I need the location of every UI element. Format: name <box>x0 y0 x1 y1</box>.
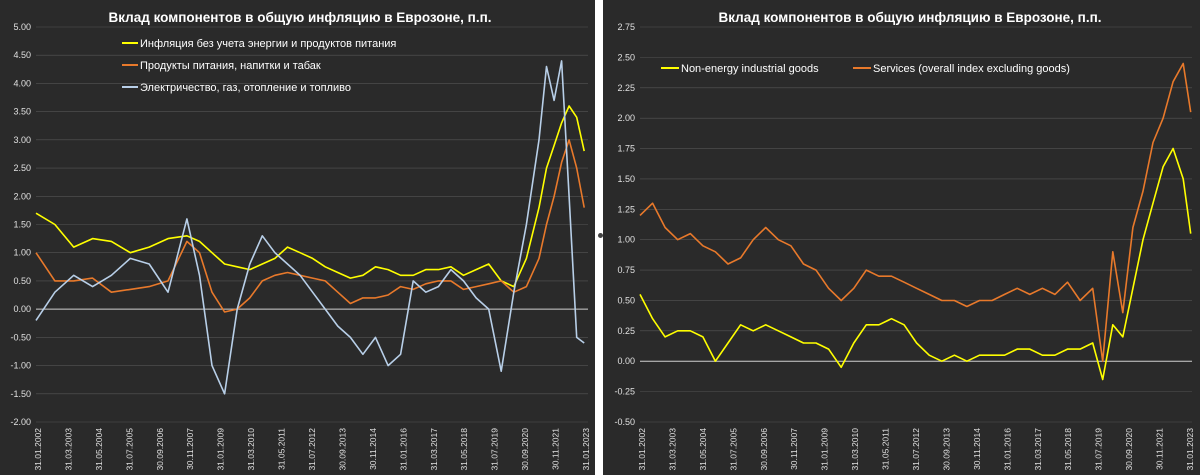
x-tick-label: 30.11.2021 <box>551 428 561 470</box>
legend-label: Продукты питания, напитки и табак <box>140 60 321 72</box>
right-chart-panel: Вклад компонентов в общую инфляцию в Евр… <box>603 0 1200 475</box>
y-tick-label: 4.50 <box>13 50 31 60</box>
legend-label: Электричество, газ, отопление и топливо <box>140 82 351 94</box>
x-tick-label: 31.07.2012 <box>307 428 317 471</box>
x-tick-label: 31.01.2023 <box>581 428 591 471</box>
x-tick-label: 31.05.2018 <box>459 428 469 471</box>
legend-label: Services (overall index excluding goods) <box>873 63 1070 75</box>
y-tick-label: 1.00 <box>13 248 31 258</box>
y-tick-label: 1.25 <box>617 204 635 214</box>
x-tick-label: 31.07.2005 <box>124 428 134 471</box>
x-tick-label: 31.05.2004 <box>698 428 708 471</box>
y-tick-label: 5.00 <box>13 22 31 32</box>
x-tick-label: 31.03.2003 <box>667 428 677 471</box>
y-tick-label: 0.00 <box>617 356 635 366</box>
y-tick-label: 2.75 <box>617 22 635 32</box>
y-tick-label: 2.25 <box>617 83 635 93</box>
legend-label: Инфляция без учета энергии и продуктов п… <box>140 38 396 50</box>
x-tick-label: 31.05.2004 <box>94 428 104 471</box>
x-tick-label: 30.09.2006 <box>155 428 165 471</box>
x-tick-label: 31.01.2009 <box>820 428 830 471</box>
x-tick-label: 31.07.2019 <box>490 428 500 471</box>
y-tick-label: -0.50 <box>614 417 635 427</box>
y-tick-label: 3.50 <box>13 107 31 117</box>
left-chart-panel: Вклад компонентов в общую инфляцию в Евр… <box>0 0 595 475</box>
x-tick-label: 31.03.2010 <box>246 428 256 471</box>
y-tick-label: 2.00 <box>13 191 31 201</box>
x-tick-label: 30.09.2013 <box>941 428 951 471</box>
x-tick-label: 31.07.2005 <box>728 428 738 471</box>
y-tick-label: 0.50 <box>13 276 31 286</box>
right-chart: Вклад компонентов в общую инфляцию в Евр… <box>614 10 1195 471</box>
x-tick-label: 30.09.2013 <box>337 428 347 471</box>
series-line-0 <box>639 147 1192 381</box>
x-tick-label: 30.09.2006 <box>759 428 769 471</box>
y-tick-label: 1.50 <box>13 220 31 230</box>
left-chart: Вклад компонентов в общую инфляцию в Евр… <box>10 10 591 471</box>
x-tick-label: 31.03.2017 <box>429 428 439 471</box>
series-line-0 <box>35 105 585 288</box>
y-tick-label: -2.00 <box>10 417 31 427</box>
y-tick-label: 0.50 <box>617 295 635 305</box>
x-tick-label: 31.03.2010 <box>850 428 860 471</box>
series-line-1 <box>639 62 1192 363</box>
y-tick-label: 3.00 <box>13 135 31 145</box>
x-tick-label: 31.01.2002 <box>637 428 647 471</box>
x-tick-label: 31.05.2011 <box>277 428 287 470</box>
x-tick-label: 31.01.2016 <box>398 428 408 471</box>
series-line-2 <box>35 60 585 395</box>
y-tick-label: 0.00 <box>13 304 31 314</box>
x-tick-label: 31.03.2017 <box>1033 428 1043 471</box>
x-tick-label: 31.01.2023 <box>1185 428 1195 471</box>
series-line-1 <box>35 139 585 313</box>
x-tick-label: 31.05.2011 <box>881 428 891 470</box>
y-tick-label: -1.50 <box>10 389 31 399</box>
y-tick-label: 2.00 <box>617 113 635 123</box>
x-tick-label: 31.01.2016 <box>1002 428 1012 471</box>
y-tick-label: 0.25 <box>617 326 635 336</box>
y-tick-label: -1.00 <box>10 361 31 371</box>
chart-title: Вклад компонентов в общую инфляцию в Евр… <box>109 10 492 25</box>
separator-dot <box>598 233 603 238</box>
y-tick-label: 0.75 <box>617 265 635 275</box>
y-tick-label: 2.50 <box>13 163 31 173</box>
x-tick-label: 30.09.2020 <box>1124 428 1134 471</box>
legend-label: Non-energy industrial goods <box>681 63 819 75</box>
x-tick-label: 31.07.2019 <box>1094 428 1104 471</box>
y-tick-label: 1.75 <box>617 144 635 154</box>
x-tick-label: 31.07.2012 <box>911 428 921 471</box>
x-tick-label: 30.11.2007 <box>185 428 195 470</box>
x-tick-label: 30.11.2014 <box>368 428 378 470</box>
y-tick-label: 1.50 <box>617 174 635 184</box>
y-tick-label: 1.00 <box>617 235 635 245</box>
y-tick-label: 4.00 <box>13 78 31 88</box>
x-tick-label: 31.01.2002 <box>33 428 43 471</box>
x-tick-label: 30.11.2021 <box>1155 428 1165 470</box>
y-tick-label: -0.25 <box>614 387 635 397</box>
x-tick-label: 30.11.2014 <box>972 428 982 470</box>
x-tick-label: 31.05.2018 <box>1063 428 1073 471</box>
y-tick-label: 2.50 <box>617 52 635 62</box>
x-tick-label: 31.03.2003 <box>63 428 73 471</box>
chart-title: Вклад компонентов в общую инфляцию в Евр… <box>719 10 1102 25</box>
x-tick-label: 31.01.2009 <box>216 428 226 471</box>
x-tick-label: 30.09.2020 <box>520 428 530 471</box>
y-tick-label: -0.50 <box>10 332 31 342</box>
x-tick-label: 30.11.2007 <box>789 428 799 470</box>
